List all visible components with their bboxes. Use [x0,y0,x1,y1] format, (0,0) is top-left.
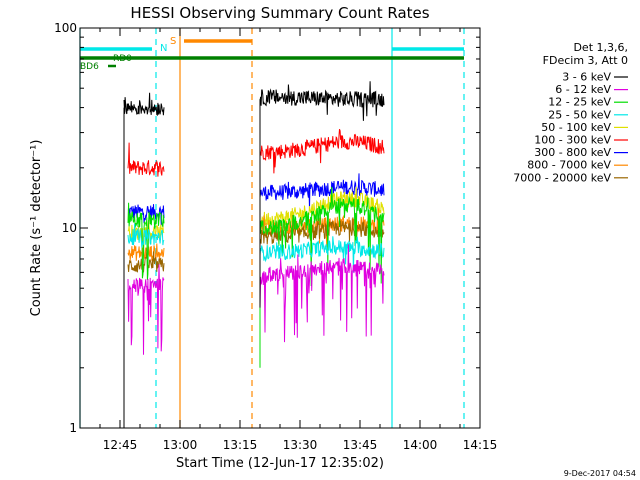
series-7000-20000-kev-trace-0 [127,248,165,273]
x-tick-label-1: 13:00 [163,438,198,452]
y-axis-label: Count Rate (s⁻¹ detector⁻¹) [29,140,44,317]
series-800-7000-kev-trace-0 [127,243,165,261]
series-12-25-kev-trace-1 [259,186,385,287]
series-6-12-kev-trace-1 [259,244,385,343]
y-tick-label-1: 10 [62,221,77,235]
legend-header-line-2: FDecim 3, Att 0 [543,54,628,67]
series-3-6-kev-trace-0 [123,92,165,117]
legend-label-12-25-kev: 12 - 25 keV [548,96,611,109]
plot-timestamp: 9-Dec-2017 04:54 [564,469,636,478]
legend-label-300-800-kev: 300 - 800 keV [534,146,611,159]
legend-label-25-50-kev: 25 - 50 keV [548,108,611,121]
annotation-n: N [160,43,167,54]
series-100-300-kev-trace-0 [127,142,165,177]
x-tick-label-6: 14:15 [463,438,498,452]
x-tick-label-2: 13:15 [223,438,258,452]
legend-label-50-100-kev: 50 - 100 keV [541,121,611,134]
series-100-300-kev-trace-1 [259,129,385,174]
series-25-50-kev-trace-1 [259,236,385,273]
series-25-50-kev-trace-0 [127,223,165,248]
series-6-12-kev-trace-0 [127,264,165,355]
y-tick-label-0: 1 [69,421,77,435]
legend-label-3-6-kev: 3 - 6 keV [562,71,611,84]
series-3-6-kev-trace-1 [259,81,385,121]
legend-label-100-300-kev: 100 - 300 keV [534,134,611,147]
y-tick-label-2: 100 [54,21,77,35]
chart-title: HESSI Observing Summary Count Rates [130,4,429,22]
legend-label-7000-20000-kev: 7000 - 20000 keV [513,171,611,184]
series-7000-20000-kev-trace-1 [259,214,385,245]
annotation-bd6: BD6 [80,62,99,72]
annotation-s: S [170,36,176,47]
legend-label-6-12-kev: 6 - 12 keV [555,83,611,96]
x-tick-label-3: 13:30 [283,438,318,452]
series-12-25-kev-trace-0 [127,202,165,281]
x-axis-label: Start Time (12-Jun-17 12:35:02) [176,456,384,471]
x-tick-label-5: 14:00 [403,438,438,452]
series-300-800-kev-trace-1 [259,173,385,210]
legend-label-800-7000-kev: 800 - 7000 keV [527,159,611,172]
x-tick-label-4: 13:45 [343,438,378,452]
annotation-rd0: RD0 [113,54,132,64]
legend-header-line-1: Det 1,3,6, [573,41,628,54]
x-tick-label-0: 12:45 [103,438,138,452]
